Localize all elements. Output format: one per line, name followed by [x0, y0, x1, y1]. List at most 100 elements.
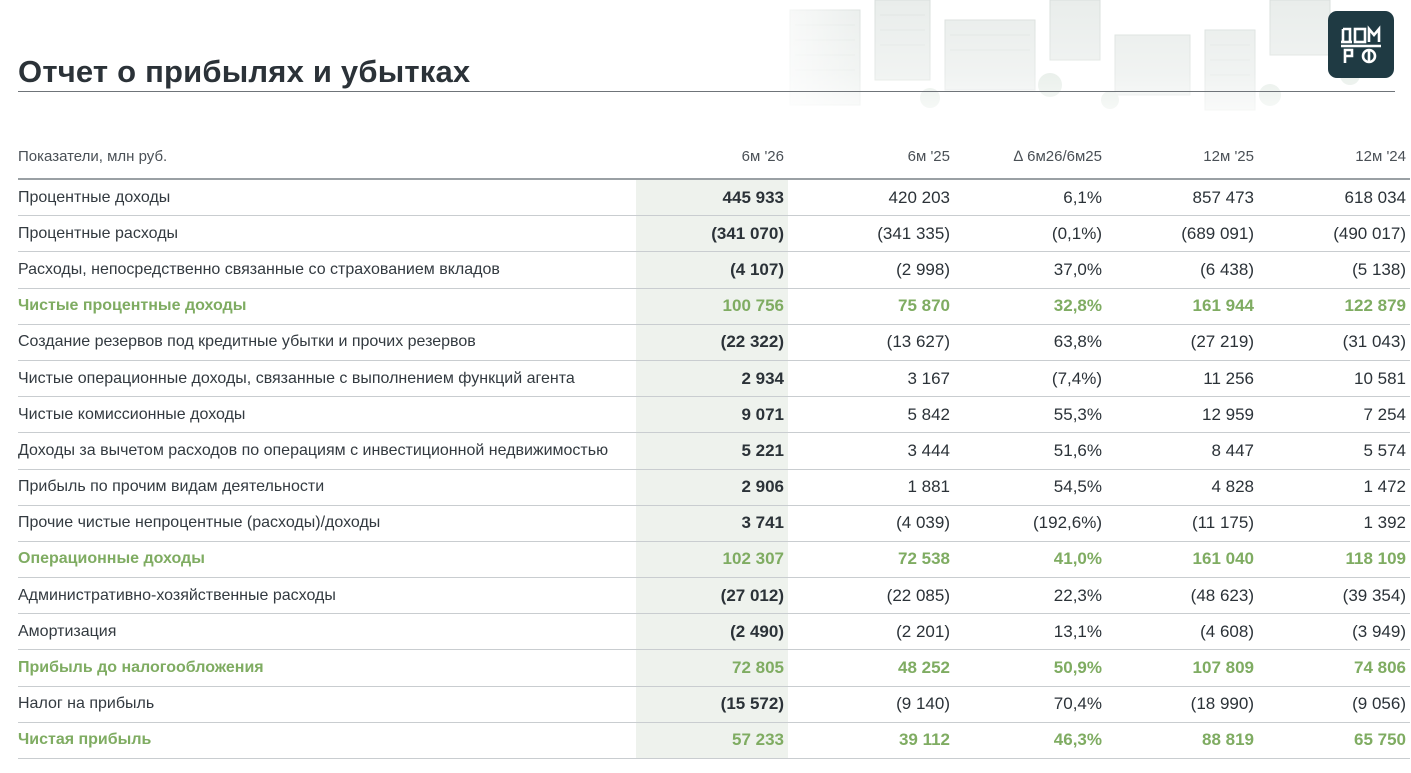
cell-delta: 70,4% [954, 686, 1106, 723]
cell-delta: 50,9% [954, 649, 1106, 687]
table-row: Административно-хозяйственные расходы (27… [18, 577, 1410, 615]
cell-6m25: (22 085) [788, 577, 954, 615]
cell-12m24: 5 574 [1258, 432, 1410, 470]
table-row: Процентные расходы (341 070) (341 335) (0,1… [18, 215, 1410, 253]
row-label: Прибыль по прочим видам деятельности [18, 469, 636, 506]
column-header-12m25: 12м '25 [1106, 134, 1258, 180]
cell-12m25: (48 623) [1106, 577, 1258, 615]
cell-12m24: 1 472 [1258, 469, 1410, 506]
cell-6m25: (2 998) [788, 251, 954, 289]
cell-delta: (192,6%) [954, 505, 1106, 542]
row-label: Чистая прибыль [18, 722, 636, 760]
row-label: Процентные доходы [18, 179, 636, 217]
cell-12m24: 1 392 [1258, 505, 1410, 542]
income-statement-table: Показатели, млн руб. 6м '26 6м '25 ∆ 6м2… [18, 134, 1410, 760]
row-label: Доходы за вычетом расходов по операциям … [18, 432, 636, 470]
cell-delta: 41,0% [954, 541, 1106, 579]
cell-6m26: (27 012) [636, 577, 788, 615]
cell-12m24: (39 354) [1258, 577, 1410, 615]
cell-6m25: 5 842 [788, 396, 954, 434]
cell-6m25: 3 167 [788, 360, 954, 398]
cell-12m25: (11 175) [1106, 505, 1258, 542]
cell-12m25: 4 828 [1106, 469, 1258, 506]
row-label: Прочие чистые непроцентные (расходы)/дох… [18, 505, 636, 542]
cell-6m26: 72 805 [636, 649, 788, 687]
header-background-illustration [750, 0, 1411, 135]
cell-6m26: 3 741 [636, 505, 788, 542]
row-label: Чистые операционные доходы, связанные с … [18, 360, 636, 398]
cell-12m24: 618 034 [1258, 179, 1410, 217]
row-label: Административно-хозяйственные расходы [18, 577, 636, 615]
row-label: Прибыль до налогообложения [18, 649, 636, 687]
row-label: Чистые процентные доходы [18, 288, 636, 325]
table-row: Прочие чистые непроцентные (расходы)/дох… [18, 505, 1410, 542]
cell-12m25: (4 608) [1106, 613, 1258, 651]
table-row: Доходы за вычетом расходов по операциям … [18, 432, 1410, 470]
cell-delta: 63,8% [954, 324, 1106, 361]
page-title: Отчет о прибылях и убытках [18, 54, 471, 89]
cell-12m24: (31 043) [1258, 324, 1410, 361]
cell-12m25: 88 819 [1106, 722, 1258, 760]
table-row: Операционные доходы 102 307 72 538 41,0% 161… [18, 541, 1410, 579]
cell-6m26: (2 490) [636, 613, 788, 651]
table-row: Расходы, непосредственно связанные со ст… [18, 251, 1410, 289]
cell-6m26: 57 233 [636, 722, 788, 760]
cell-12m25: 161 040 [1106, 541, 1258, 579]
cell-delta: (7,4%) [954, 360, 1106, 398]
cell-12m25: (6 438) [1106, 251, 1258, 289]
cell-12m24: (490 017) [1258, 215, 1410, 253]
table-row: Создание резервов под кредитные убытки и… [18, 324, 1410, 361]
table-row: Чистая прибыль 57 233 39 112 46,3% 88 819 65 … [18, 722, 1410, 760]
cell-6m26: 9 071 [636, 396, 788, 434]
cell-delta: (0,1%) [954, 215, 1106, 253]
cell-6m25: 420 203 [788, 179, 954, 217]
cell-6m26: (341 070) [636, 215, 788, 253]
cell-12m25: (27 219) [1106, 324, 1258, 361]
row-label: Амортизация [18, 613, 636, 651]
city-buildings-illustration [789, 0, 1360, 111]
cell-12m25: 8 447 [1106, 432, 1258, 470]
cell-6m25: 1 881 [788, 469, 954, 506]
cell-6m25: (2 201) [788, 613, 954, 651]
cell-12m25: 161 944 [1106, 288, 1258, 325]
cell-6m25: (13 627) [788, 324, 954, 361]
dom-rf-logo-icon [1341, 24, 1381, 63]
cell-delta: 55,3% [954, 396, 1106, 434]
column-header-indicators: Показатели, млн руб. [18, 134, 636, 180]
cell-delta: 54,5% [954, 469, 1106, 506]
cell-6m25: (341 335) [788, 215, 954, 253]
cell-6m26: (4 107) [636, 251, 788, 289]
cell-delta: 32,8% [954, 288, 1106, 325]
cell-12m24: 118 109 [1258, 541, 1410, 579]
column-header-6m26: 6м '26 [636, 134, 788, 180]
cell-6m25: 72 538 [788, 541, 954, 579]
cell-12m25: (689 091) [1106, 215, 1258, 253]
cell-delta: 51,6% [954, 432, 1106, 470]
cell-12m24: 65 750 [1258, 722, 1410, 760]
table-header-row: Показатели, млн руб. 6м '26 6м '25 ∆ 6м2… [18, 134, 1410, 180]
column-header-delta: ∆ 6м26/6м25 [954, 134, 1106, 180]
column-header-6m25: 6м '25 [788, 134, 954, 180]
table-row: Чистые процентные доходы 100 756 75 870 32,… [18, 288, 1410, 325]
cell-delta: 37,0% [954, 251, 1106, 289]
cell-6m25: 3 444 [788, 432, 954, 470]
row-label: Операционные доходы [18, 541, 636, 579]
cell-12m24: (5 138) [1258, 251, 1410, 289]
cell-6m26: 100 756 [636, 288, 788, 325]
cell-12m24: 122 879 [1258, 288, 1410, 325]
cell-6m26: 445 933 [636, 179, 788, 217]
cell-delta: 22,3% [954, 577, 1106, 615]
cell-6m25: (4 039) [788, 505, 954, 542]
cell-delta: 6,1% [954, 179, 1106, 217]
cell-12m25: (18 990) [1106, 686, 1258, 723]
cell-12m24: 7 254 [1258, 396, 1410, 434]
row-label: Создание резервов под кредитные убытки и… [18, 324, 636, 361]
cell-12m24: (3 949) [1258, 613, 1410, 651]
cell-delta: 13,1% [954, 613, 1106, 651]
cell-12m25: 12 959 [1106, 396, 1258, 434]
table-row: Чистые операционные доходы, связанные с … [18, 360, 1410, 398]
column-header-12m24: 12м '24 [1258, 134, 1410, 180]
row-label: Чистые комиссионные доходы [18, 396, 636, 434]
income-statement-table-wrapper: Показатели, млн руб. 6м '26 6м '25 ∆ 6м2… [18, 134, 1410, 760]
dom-rf-logo [1328, 11, 1394, 78]
